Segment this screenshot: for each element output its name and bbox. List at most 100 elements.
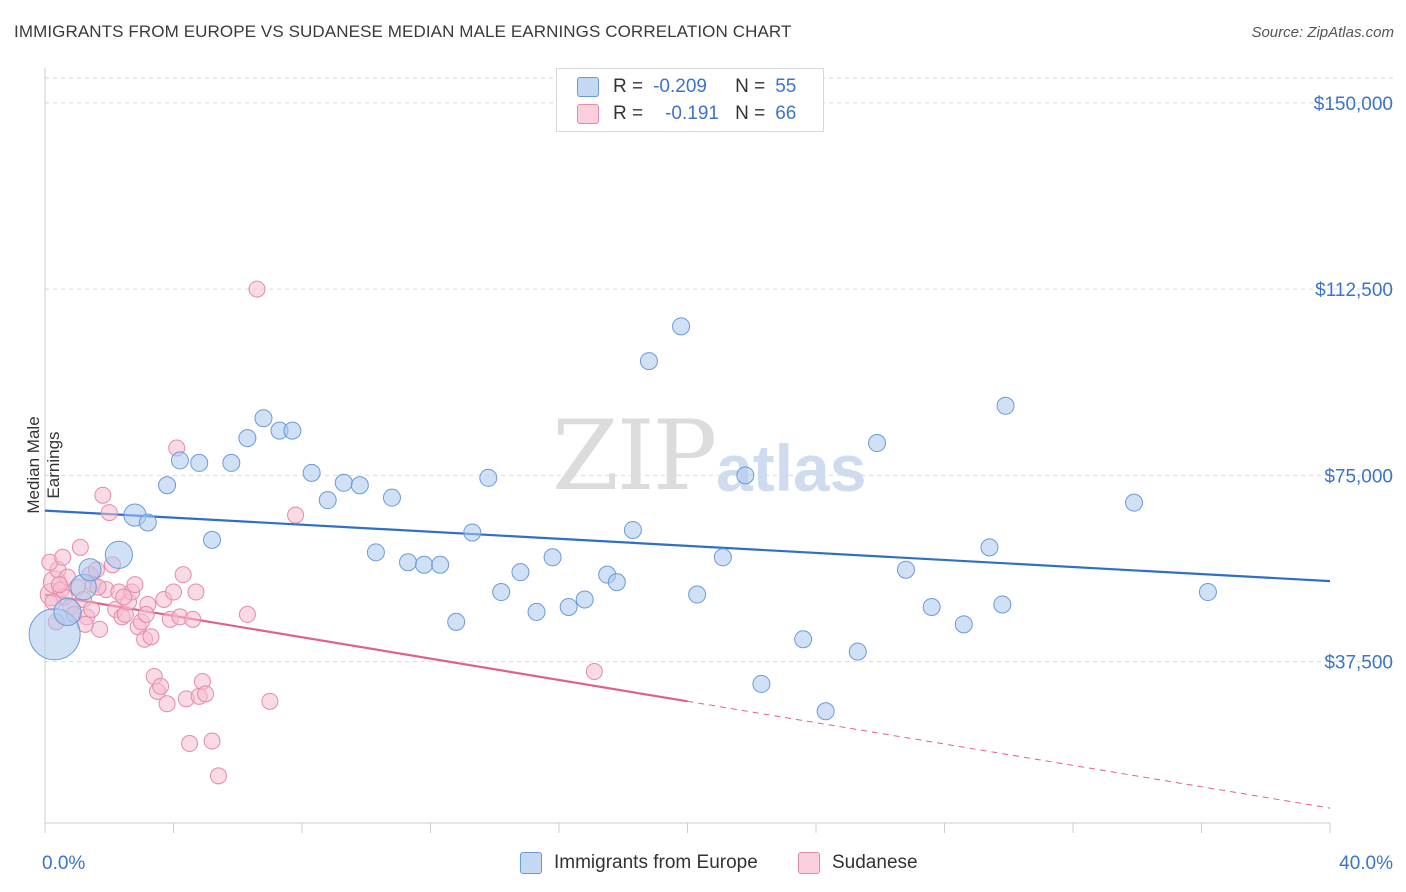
data-point-sudanese: [115, 588, 133, 606]
watermark-zip: ZIP: [552, 400, 717, 512]
data-point-europe: [954, 615, 973, 634]
y-tick-label: $37,500: [1324, 653, 1393, 674]
data-point-europe: [816, 702, 835, 721]
data-point-europe: [559, 597, 578, 616]
data-point-sudanese: [209, 767, 227, 785]
data-point-europe: [868, 434, 887, 453]
data-point-europe: [222, 453, 241, 472]
data-point-sudanese: [100, 504, 118, 522]
trend-line-sudanese-extension: [687, 700, 1331, 809]
data-point-europe: [794, 630, 813, 649]
legend-n-label: N =: [735, 103, 766, 124]
data-point-europe: [688, 585, 707, 604]
data-point-europe: [382, 488, 401, 507]
legend-r-label: R =: [613, 103, 644, 124]
data-point-sudanese: [152, 677, 170, 695]
data-point-europe: [366, 543, 385, 562]
data-point-europe: [158, 476, 177, 495]
data-point-sudanese: [165, 583, 182, 601]
data-point-sudanese: [187, 583, 205, 601]
data-point-sudanese: [83, 600, 101, 618]
data-point-europe: [447, 612, 466, 631]
data-point-sudanese: [91, 620, 109, 638]
y-tick-label: $112,500: [1315, 280, 1393, 301]
tick-labels: $37,500 $75,000 $112,500 $150,000 0.0% 40.0%: [42, 94, 1393, 874]
data-point-europe: [78, 558, 102, 582]
bottom-legend-label-sudanese: Sudanese: [832, 852, 918, 873]
data-point-europe: [1125, 493, 1144, 512]
data-point-europe: [543, 548, 562, 567]
data-point-sudanese: [203, 732, 221, 750]
data-point-europe: [431, 555, 450, 574]
legend-row-sudanese: R = -0.191 N = 66: [577, 102, 796, 126]
data-point-europe: [138, 513, 157, 532]
legend-r-europe: -0.209: [653, 76, 707, 97]
data-point-europe: [415, 555, 434, 574]
data-point-europe: [527, 602, 546, 621]
trend-lines: [44, 509, 1331, 809]
data-point-sudanese: [142, 628, 160, 646]
legend-r-label: R =: [613, 76, 644, 97]
data-point-sudanese: [287, 506, 305, 524]
bottom-legend-swatch-europe: [520, 852, 542, 874]
data-point-europe: [1198, 583, 1217, 602]
legend-n-sudanese: 66: [775, 103, 797, 124]
data-point-europe: [399, 553, 418, 572]
data-point-europe: [713, 548, 732, 567]
data-point-europe: [203, 530, 222, 549]
chart-title: IMMIGRANTS FROM EUROPE VS SUDANESE MEDIA…: [14, 22, 792, 41]
source-label: Source: ZipAtlas.com: [1251, 24, 1394, 41]
data-point-europe: [283, 421, 302, 440]
axes: [44, 68, 1331, 833]
y-axis-label: Median Male Earnings: [24, 416, 63, 514]
data-point-europe: [639, 352, 658, 371]
data-point-europe: [334, 473, 353, 492]
data-point-sudanese: [261, 692, 279, 710]
bottom-legend-sudanese[interactable]: Sudanese: [798, 852, 918, 874]
y-tick-label: $75,000: [1324, 466, 1393, 487]
bottom-legend-label-europe: Immigrants from Europe: [554, 852, 758, 873]
data-point-europe: [190, 453, 209, 472]
data-point-europe: [511, 563, 530, 582]
bottom-legend-europe[interactable]: Immigrants from Europe: [520, 852, 758, 874]
legend-swatch-sudanese: [577, 104, 599, 124]
data-point-sudanese: [50, 576, 68, 594]
data-point-europe: [463, 523, 482, 542]
series-europe-points: [28, 317, 1217, 721]
legend-n-label: N =: [735, 76, 766, 97]
data-point-sudanese: [585, 663, 603, 681]
data-point-europe: [170, 451, 189, 470]
data-point-europe: [980, 538, 999, 557]
data-point-europe: [479, 468, 498, 487]
data-point-sudanese: [54, 548, 72, 566]
data-point-europe: [607, 573, 626, 592]
series-sudanese-points: [39, 280, 603, 785]
data-point-europe: [996, 396, 1015, 415]
data-point-sudanese: [184, 610, 202, 628]
data-point-europe: [104, 540, 133, 569]
data-point-europe: [318, 491, 337, 510]
data-point-sudanese: [238, 605, 256, 623]
data-point-europe: [672, 317, 691, 336]
data-point-sudanese: [248, 280, 266, 298]
data-point-europe: [922, 597, 941, 616]
x-tick-label-max: 40.0%: [1339, 853, 1393, 874]
stats-legend: R = -0.209 N = 55 R = -0.191 N = 66: [556, 68, 824, 132]
data-point-europe: [896, 560, 915, 579]
data-point-europe: [254, 409, 273, 428]
data-point-sudanese: [137, 605, 155, 623]
data-point-sudanese: [181, 735, 199, 753]
data-point-sudanese: [71, 538, 89, 556]
data-point-sudanese: [126, 576, 144, 594]
data-point-europe: [752, 674, 771, 693]
data-point-europe: [350, 476, 369, 495]
y-tick-label: $150,000: [1314, 94, 1393, 115]
data-point-europe: [736, 466, 755, 485]
data-point-europe: [302, 463, 321, 482]
data-point-sudanese: [94, 486, 112, 504]
data-point-sudanese: [158, 695, 176, 713]
legend-row-europe: R = -0.209 N = 55: [577, 75, 796, 99]
data-point-europe: [575, 590, 594, 609]
trend-line-europe: [44, 509, 1331, 583]
